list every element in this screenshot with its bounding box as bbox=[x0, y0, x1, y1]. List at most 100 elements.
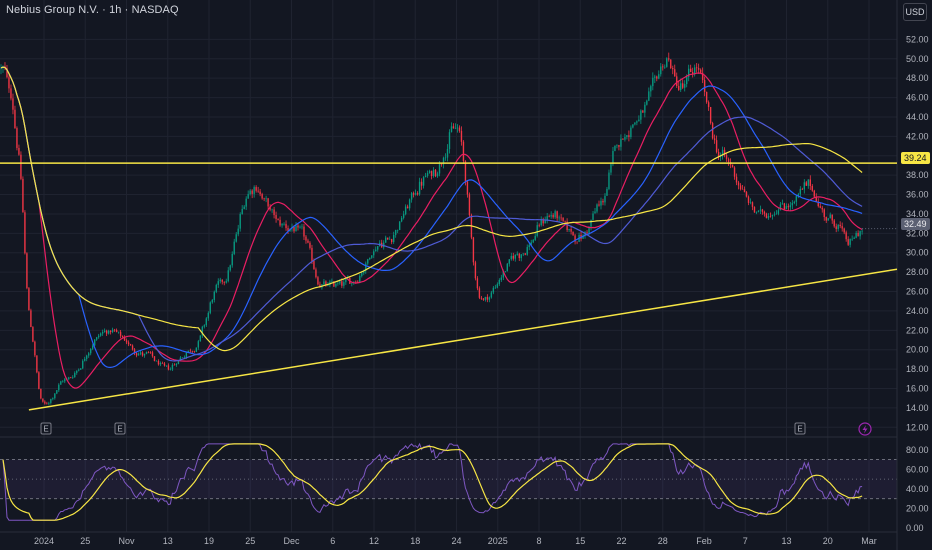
candle-body bbox=[177, 360, 180, 365]
candle-body bbox=[277, 218, 279, 220]
candle-body bbox=[686, 77, 688, 85]
candle-body bbox=[847, 239, 849, 245]
rsi-axis[interactable]: 80.00 60.00 40.00 20.00 0.00 bbox=[906, 445, 929, 533]
candle-body bbox=[68, 377, 70, 379]
candle-body bbox=[432, 169, 435, 177]
candle-body bbox=[241, 208, 243, 215]
candle-body bbox=[670, 59, 672, 69]
candle-body bbox=[141, 352, 144, 356]
candle-body bbox=[598, 204, 600, 206]
price-tick-label: 20.00 bbox=[906, 345, 929, 355]
candle-body bbox=[187, 350, 190, 353]
candle-body bbox=[129, 344, 132, 346]
candle-body bbox=[664, 66, 666, 68]
rsi-tick-label: 20.00 bbox=[906, 503, 929, 513]
lightning-icon[interactable] bbox=[858, 422, 872, 436]
time-tick-label: Feb bbox=[696, 536, 712, 546]
candle-body bbox=[538, 225, 540, 226]
candle-body bbox=[526, 247, 528, 255]
candle-body bbox=[329, 281, 331, 285]
candle-body bbox=[823, 209, 825, 218]
candle-body bbox=[375, 249, 377, 252]
time-tick-label: 22 bbox=[616, 536, 626, 546]
candle-body bbox=[56, 390, 58, 394]
candle-body bbox=[50, 398, 52, 403]
price-tick-label: 12.00 bbox=[906, 422, 929, 432]
candle-body bbox=[785, 206, 788, 209]
candle-body bbox=[313, 260, 315, 270]
symbol-title: Nebius Group N.V. · 1h · NASDAQ bbox=[6, 4, 179, 16]
candle-body bbox=[171, 364, 174, 370]
candle-body bbox=[486, 296, 489, 300]
candle-body bbox=[440, 164, 443, 165]
candle-body bbox=[550, 215, 552, 217]
candle-body bbox=[709, 107, 712, 124]
candle-body bbox=[560, 217, 562, 219]
candle-body bbox=[229, 265, 231, 271]
candle-body bbox=[103, 330, 106, 333]
candle-body bbox=[261, 194, 263, 199]
candle-body bbox=[267, 198, 269, 207]
candle-body bbox=[452, 126, 455, 129]
candle-body bbox=[347, 278, 349, 279]
candle-body bbox=[711, 123, 714, 139]
support-trendline[interactable] bbox=[28, 268, 898, 411]
candle-body bbox=[175, 364, 178, 366]
candle-body bbox=[201, 326, 204, 336]
candle-body bbox=[86, 355, 88, 359]
candle-body bbox=[682, 83, 684, 88]
candle-body bbox=[333, 281, 335, 287]
candle-body bbox=[558, 217, 560, 219]
rsi-tick-label: 40.00 bbox=[906, 484, 929, 494]
time-tick-label: 25 bbox=[80, 536, 90, 546]
candle-body bbox=[133, 349, 136, 353]
candle-body bbox=[857, 232, 859, 237]
candle-body bbox=[496, 284, 499, 288]
time-tick-label: Dec bbox=[283, 536, 300, 546]
candle-body bbox=[315, 269, 317, 278]
price-tick-label: 28.00 bbox=[906, 267, 929, 277]
currency-button[interactable]: USD bbox=[903, 3, 927, 21]
candle-body bbox=[113, 329, 116, 331]
earnings-marker[interactable]: E bbox=[114, 422, 126, 435]
time-tick-label: 6 bbox=[330, 536, 335, 546]
candle-body bbox=[448, 132, 451, 149]
price-axis[interactable]: 52.0050.0048.0046.0044.0042.0040.0038.00… bbox=[906, 34, 929, 432]
candle-body bbox=[34, 341, 36, 356]
trend-drawings[interactable] bbox=[0, 162, 898, 411]
candle-body bbox=[42, 398, 44, 402]
candle-body bbox=[815, 196, 817, 202]
candle-body bbox=[701, 72, 704, 80]
candle-body bbox=[311, 247, 313, 261]
candle-body bbox=[837, 224, 839, 230]
candle-body bbox=[640, 110, 642, 120]
price-tick-label: 32.00 bbox=[906, 228, 929, 238]
candle-body bbox=[404, 206, 407, 215]
time-axis[interactable]: 2024 25 Nov 13 19 25 Dec 6 12 18 24 2025 8 15 22 28 Feb 7… bbox=[34, 536, 877, 546]
candle-body bbox=[572, 231, 574, 236]
candle-body bbox=[606, 188, 608, 196]
candle-body bbox=[632, 124, 634, 128]
candle-body bbox=[512, 255, 514, 259]
candle-body bbox=[185, 352, 188, 358]
candle-body bbox=[610, 164, 612, 173]
candle-body bbox=[833, 220, 835, 227]
candle-body bbox=[64, 379, 66, 382]
candle-body bbox=[761, 209, 764, 212]
candle-body bbox=[666, 58, 668, 67]
candle-body bbox=[757, 210, 760, 213]
candle-body bbox=[143, 353, 146, 356]
earnings-marker[interactable]: E bbox=[40, 422, 52, 435]
earnings-marker[interactable]: E bbox=[794, 422, 806, 435]
candle-body bbox=[60, 381, 62, 385]
candle-body bbox=[530, 242, 532, 246]
current-price-tag: 32.49 bbox=[901, 218, 930, 230]
candle-body bbox=[668, 58, 670, 60]
candle-body bbox=[249, 190, 251, 195]
candle-body bbox=[616, 145, 618, 146]
candle-body bbox=[62, 381, 64, 382]
candle-body bbox=[861, 230, 863, 232]
candle-body bbox=[725, 155, 728, 159]
candle-body bbox=[446, 148, 449, 158]
